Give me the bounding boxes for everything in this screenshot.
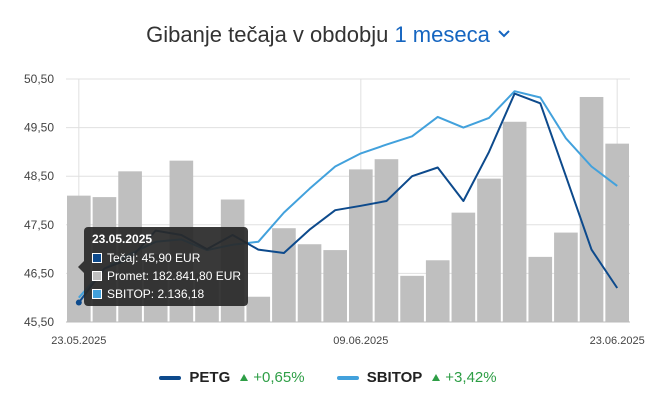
y-tick-label: 50,50 [24,72,54,86]
legend-item-sbitop[interactable]: SBITOP +3,42% [336,368,497,386]
y-tick-label: 45,50 [24,315,54,329]
volume-bar [349,169,373,322]
volume-bar [605,143,629,322]
volume-bar [579,96,604,323]
up-arrow-icon [240,373,249,381]
volume-bar [246,296,271,322]
tooltip-index-text: SBITOP: 2.136,18 [107,287,205,301]
volume-bar [297,244,322,322]
legend-item-petg[interactable]: PETG +0,65% [159,368,305,386]
tooltip-pointer [78,261,84,273]
volume-bar [400,275,424,322]
x-tick-label: 23.05.2025 [51,335,106,347]
volume-bar [477,178,501,322]
tooltip-date: 23.05.2025 [92,232,153,246]
y-tick-label: 46,50 [24,266,54,280]
sbitop-line-icon [336,375,359,380]
volume-bar [323,250,347,322]
chart-title: Gibanje tečaja v obdobju 1 meseca [0,22,656,48]
volume-bar [272,228,296,322]
volume-bar [451,212,476,322]
up-arrow-icon [432,373,441,381]
volume-bar [374,159,399,322]
x-tick-label: 09.06.2025 [333,335,388,347]
volume-bar [502,121,527,322]
legend-name-petg: PETG [189,368,231,386]
volume-bar [425,260,450,322]
tooltip-row-index: SBITOP: 2.136,18 [92,285,240,303]
hover-point [75,299,82,306]
sbitop-swatch-icon [92,289,102,299]
chevron-down-icon [498,30,510,38]
chart-legend: PETG +0,65% SBITOP +3,42% [0,368,656,386]
y-tick-label: 49,50 [24,121,54,135]
y-tick-label: 48,50 [24,169,54,183]
period-selector[interactable]: 1 meseca [394,22,510,47]
volume-swatch-icon [92,271,102,281]
tooltip-volume-text: Promet: 182.841,80 EUR [107,269,242,283]
period-label: 1 meseca [394,22,490,47]
chart-title-text: Gibanje tečaja v obdobju [146,22,389,47]
volume-bar [554,232,578,322]
tooltip-row-price: Tečaj: 45,90 EUR [92,249,240,267]
legend-change-petg: +0,65% [253,368,305,386]
petg-swatch-icon [92,253,102,263]
volume-bar [528,256,553,322]
petg-line-icon [159,375,182,380]
tooltip-row-volume: Promet: 182.841,80 EUR [92,267,242,285]
x-tick-label: 23.06.2025 [590,335,645,347]
y-tick-label: 47,50 [24,218,54,232]
axis: 50,50 49,50 48,50 47,50 46,50 45,50 23.05.2025… [24,72,645,347]
chart-tooltip: 23.05.2025 Tečaj: 45,90 EUR Promet: 182.… [78,227,248,306]
legend-change-sbitop: +3,42% [445,368,497,386]
legend-name-sbitop: SBITOP [366,368,423,386]
price-chart[interactable]: 50,50 49,50 48,50 47,50 46,50 45,50 23.05.2025… [0,0,656,360]
tooltip-price-text: Tečaj: 45,90 EUR [107,251,201,265]
